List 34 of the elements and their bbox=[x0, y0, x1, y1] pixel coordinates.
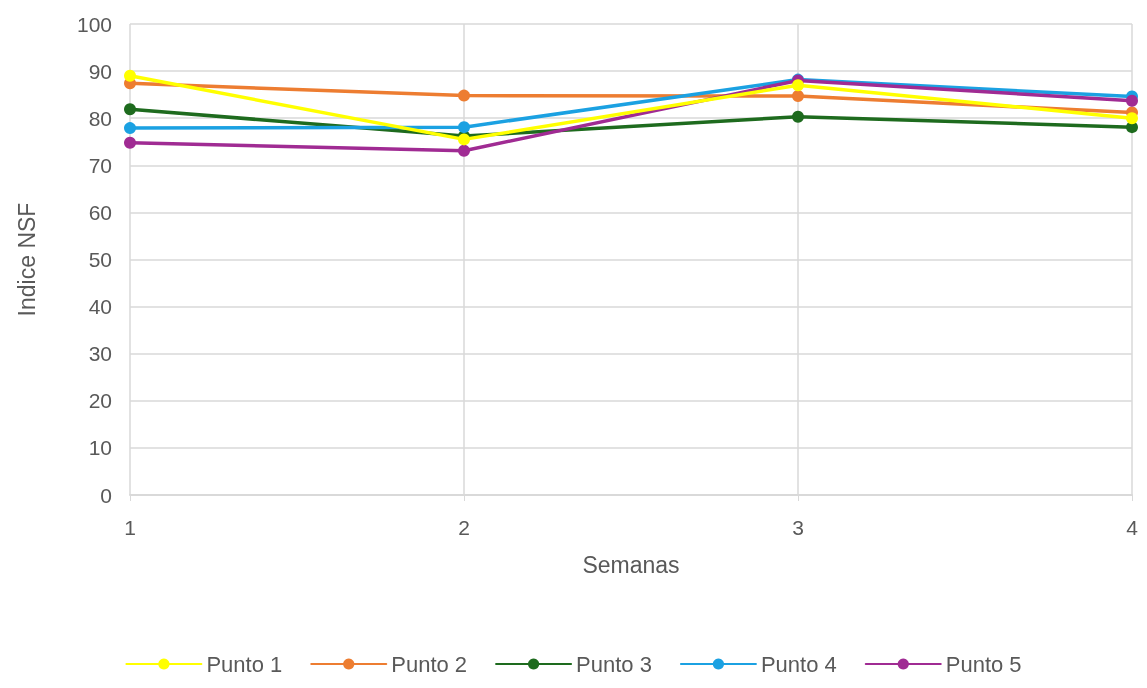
x-tick-label: 1 bbox=[124, 516, 136, 539]
point bbox=[1126, 94, 1138, 107]
y-tick-label: 0 bbox=[100, 483, 112, 507]
point bbox=[124, 69, 136, 82]
y-tick-label: 40 bbox=[88, 295, 112, 319]
y-tick-label: 70 bbox=[88, 153, 112, 177]
y-tick-label: 80 bbox=[88, 106, 112, 130]
y-tick-label: 30 bbox=[88, 342, 112, 366]
y-tick-label: 90 bbox=[88, 59, 112, 83]
point bbox=[124, 122, 136, 135]
point bbox=[1126, 112, 1138, 125]
point bbox=[124, 136, 136, 149]
x-tick-label: 3 bbox=[792, 516, 804, 539]
y-tick-label: 100 bbox=[76, 12, 112, 36]
point bbox=[792, 79, 804, 92]
y-tick-label: 60 bbox=[88, 200, 112, 224]
y-axis-title: Indice NSF bbox=[13, 202, 40, 317]
point bbox=[458, 144, 470, 157]
legend-label: Punto 1 bbox=[206, 651, 283, 677]
x-tick-label: 4 bbox=[1126, 516, 1139, 539]
legend-label: Punto 4 bbox=[760, 651, 837, 677]
x-tick-label: 2 bbox=[458, 516, 470, 539]
point bbox=[792, 90, 804, 103]
legend-label: Punto 3 bbox=[576, 651, 652, 677]
point bbox=[124, 103, 136, 116]
point bbox=[458, 89, 470, 102]
y-tick-label: 20 bbox=[88, 389, 112, 413]
point bbox=[792, 110, 804, 123]
y-tick-label: 50 bbox=[88, 248, 112, 271]
x-axis-title: Semanas bbox=[582, 551, 680, 578]
legend-label: Punto 5 bbox=[945, 651, 1022, 677]
point bbox=[458, 121, 470, 134]
legend-label: Punto 2 bbox=[391, 651, 468, 677]
y-tick-label: 10 bbox=[88, 436, 112, 460]
